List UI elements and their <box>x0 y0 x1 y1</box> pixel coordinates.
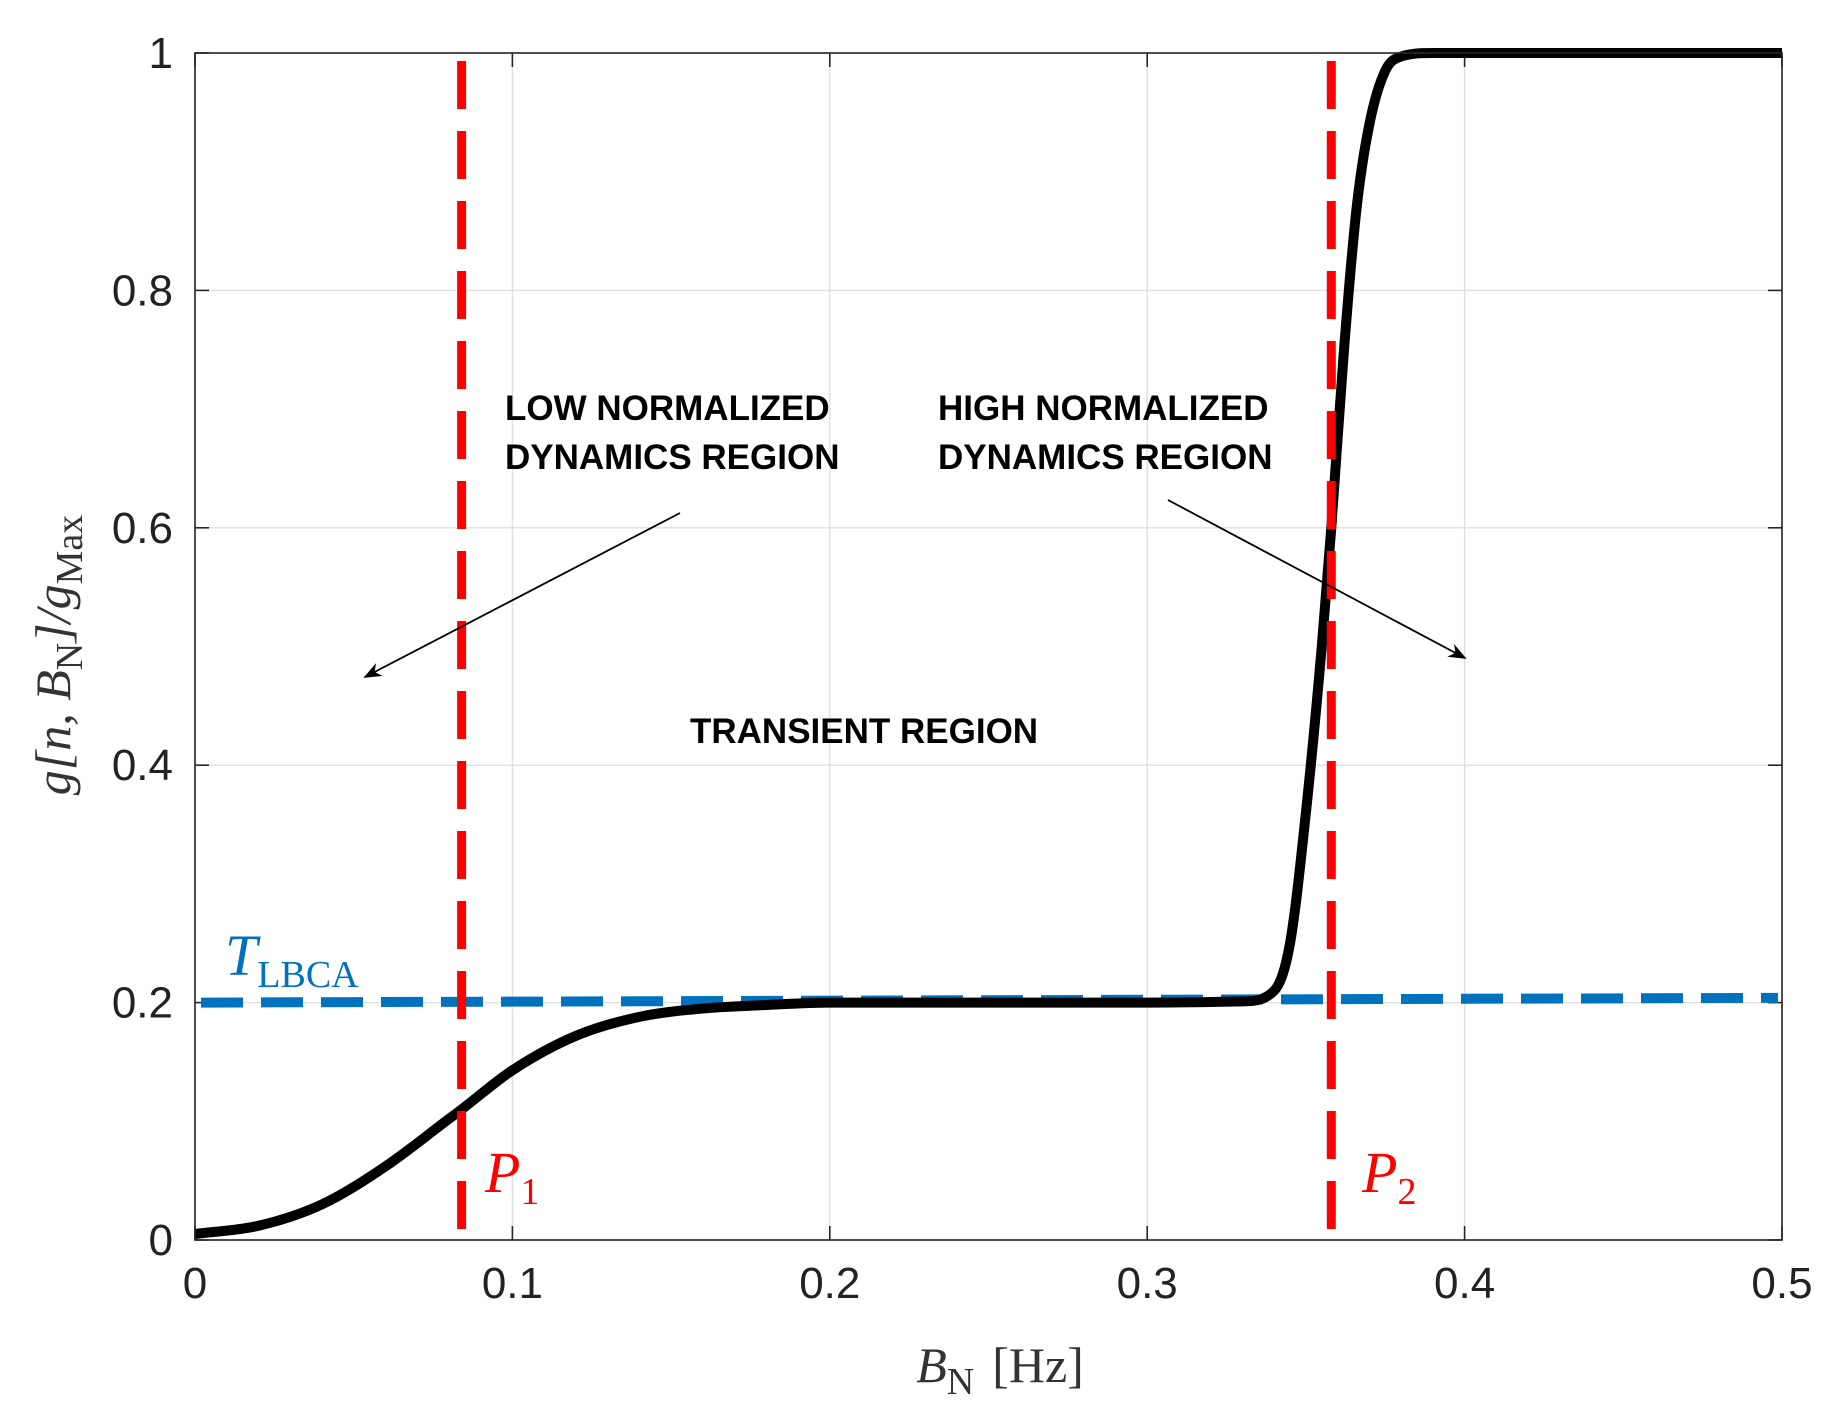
x-tick-label: 0.5 <box>1751 1259 1812 1308</box>
annotation-low-line1: LOW NORMALIZED <box>505 389 830 428</box>
arrow-high-region <box>1167 499 1467 659</box>
y-axis-label-g: g <box>25 770 81 795</box>
marker-p1-label: P1 <box>484 1140 539 1213</box>
y-tick-label: 1 <box>149 29 173 78</box>
y-axis-label-args: [n, B <box>25 670 81 770</box>
annotation-low-line2: DYNAMICS REGION <box>505 438 839 477</box>
x-tick-label: 0.2 <box>799 1259 860 1308</box>
threshold-label-sub: LBCA <box>257 954 359 996</box>
y-tick-label: 0 <box>149 1216 173 1265</box>
threshold-label-main: T <box>225 923 261 988</box>
tick-labels: 0 0.1 0.2 0.3 0.4 0.5 0 0.2 0.4 0.6 0.8 1 <box>112 29 1813 1308</box>
x-tick-label: 0.1 <box>482 1259 543 1308</box>
y-tick-label: 0.4 <box>112 741 173 790</box>
y-tick-label: 0.8 <box>112 266 173 315</box>
y-axis-label-close: ]/g <box>25 584 81 644</box>
y-axis-label-max-sub: Max <box>49 515 91 585</box>
marker-p2-label: P2 <box>1361 1140 1416 1213</box>
annotation-high-line1: HIGH NORMALIZED <box>938 389 1269 428</box>
marker-p1-label-sub: 1 <box>520 1171 539 1213</box>
annotation-transient: TRANSIENT REGION <box>690 712 1038 751</box>
y-tick-label: 0.6 <box>112 504 173 553</box>
marker-p2-label-main: P <box>1361 1140 1397 1205</box>
grid <box>194 52 1783 1241</box>
y-tick-label: 0.2 <box>112 979 173 1028</box>
x-axis-label: BN [Hz] <box>916 1337 1084 1403</box>
annotation-high-line2: DYNAMICS REGION <box>938 438 1272 477</box>
plot-frame <box>194 52 1783 1241</box>
x-tick-label: 0.3 <box>1117 1259 1178 1308</box>
threshold-label: TLBCA <box>225 923 359 996</box>
x-tick-label: 0 <box>183 1259 207 1308</box>
x-axis-label-sub: N <box>947 1361 974 1403</box>
marker-p1-label-main: P <box>484 1140 520 1205</box>
x-axis-label-main: B <box>916 1337 947 1393</box>
y-axis-label-args-sub: N <box>49 643 91 670</box>
gain-curve <box>194 47 1782 1240</box>
axis-ticks <box>194 52 1783 1241</box>
arrow-low-region <box>363 512 681 678</box>
x-tick-label: 0.4 <box>1434 1259 1495 1308</box>
x-axis-label-unit: [Hz] <box>992 1337 1084 1393</box>
y-axis-label: g[n, BN]/gMax <box>25 515 91 795</box>
marker-p2-label-sub: 2 <box>1397 1171 1416 1213</box>
